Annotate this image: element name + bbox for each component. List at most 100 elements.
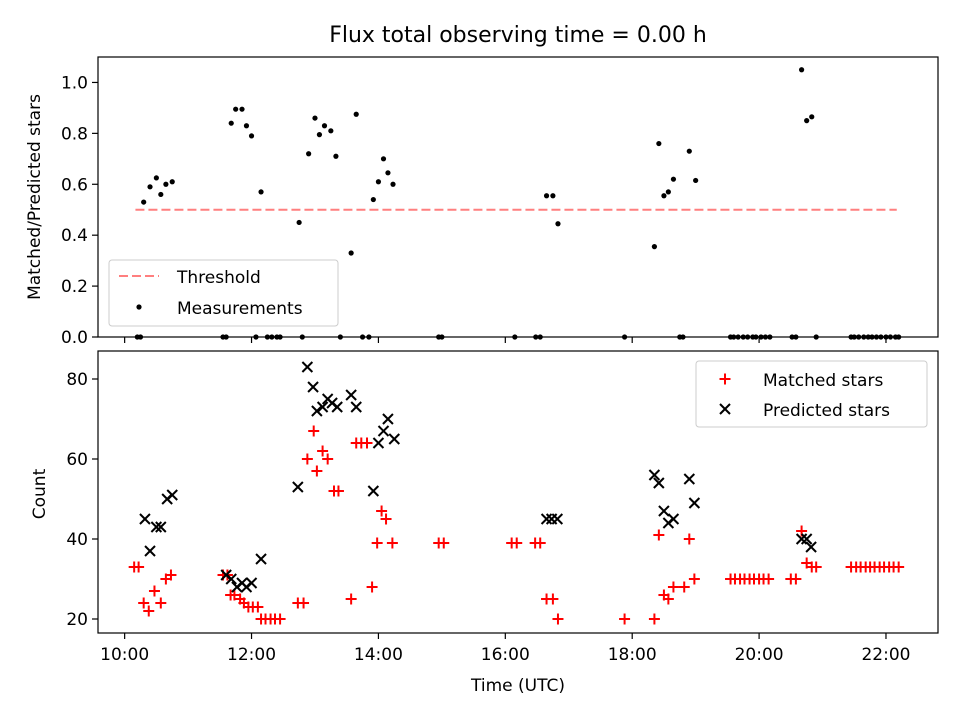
predicted-point-b [292,481,304,493]
matched-point [667,581,679,593]
matched-point [371,537,383,549]
measurement-point [670,176,677,182]
bottom-y-ticks: 20 40 60 80 [66,370,98,630]
matched-point [361,437,373,449]
top-legend-box [108,259,339,327]
predicted-point-b [367,485,380,497]
top-y-tick-label: 0.4 [61,226,88,246]
matched-point [366,581,378,593]
x-tick-label: 16:00 [481,645,530,665]
bottom-y-axis-label: Count [30,468,50,519]
predicted-point [292,481,304,493]
matched-point [322,453,334,465]
predicted-point-b [301,361,314,373]
matched-point [380,513,392,525]
matched-point [165,569,177,581]
predicted-point-b [388,433,400,445]
top-y-tick-label: 1.0 [61,73,88,93]
legend-matched-swatch [719,373,731,385]
bottom-y-tick-label: 20 [66,610,88,630]
bottom-plot-area [128,361,905,625]
predicted-point-b [667,513,680,525]
matched-point [274,613,286,625]
predicted-point-b [144,545,156,557]
matched-point [301,453,313,465]
predicted-point [805,541,817,553]
predicted-point [800,533,813,545]
measurement-point [693,177,699,184]
matched-point [138,597,150,609]
matched-point [155,597,167,609]
predicted-point-b [382,413,394,425]
predicted-point [367,485,380,497]
predicted-point [388,433,400,445]
predicted-point-b [245,577,258,589]
bottom-legend-box [695,360,928,428]
measurement-point [312,115,318,121]
predicted-point-b [372,437,385,449]
legend-matched-marker [719,373,731,385]
measurement-point [804,118,810,124]
measurement-point [385,170,391,176]
legend-measurements-label: Measurements [177,299,303,319]
x-tick-label: 18:00 [608,645,657,665]
predicted-point-b [648,469,661,481]
measurement-point [233,106,239,112]
matched-point [148,585,160,597]
measurement-point [296,219,302,226]
predicted-point-b [255,553,267,565]
measurement-point [243,123,250,129]
predicted-point-b [653,477,665,489]
measurement-point [321,123,328,129]
predicted-point-b [316,401,329,413]
predicted-point-b [658,505,670,517]
predicted-point [155,521,167,533]
x-tick-label: 22:00 [861,645,910,665]
measurement-point [798,67,805,73]
matched-point [648,613,660,625]
measurement-point [316,132,323,138]
top-y-axis-label: Matched/Predicted stars [25,94,45,300]
measurement-point [375,179,382,185]
predicted-point-b [795,533,808,545]
bottom-y-tick-label: 80 [66,370,88,390]
matched-point [332,485,344,497]
matched-point [133,561,145,573]
measurement-point [328,128,334,134]
legend-predicted-swatch [719,403,731,415]
bottom-y-tick-label: 40 [66,530,88,550]
measurement-point [147,184,153,190]
predicted-point [683,473,696,485]
predicted-point [166,489,178,501]
predicted-point [551,513,564,525]
predicted-point-b [683,473,696,485]
measurement-point [153,175,159,181]
predicted-point [307,381,319,393]
measurement-point [809,114,815,120]
matched-point [252,601,264,613]
measurement-point [158,191,164,198]
legend-predicted-marker-b [719,403,731,415]
matched-point [683,533,695,545]
chart-title: Flux total observing time = 0.00 h [329,23,707,48]
predicted-point [648,469,661,481]
predicted-point [150,521,163,533]
predicted-point [301,361,314,373]
matched-point [678,581,690,593]
x-tick-label: 20:00 [735,645,784,665]
predicted-point [245,577,258,589]
matched-point [438,537,450,549]
matched-point [534,537,546,549]
predicted-point-b [800,533,813,545]
bottom-y-tick-label: 60 [66,450,88,470]
bottom-axes-frame [97,350,939,634]
predicted-point-b [166,489,178,501]
legend-predicted-label: Predicted stars [763,401,890,421]
predicted-point-b [311,405,323,417]
legend-threshold-label: Threshold [176,268,261,288]
matched-point [763,573,775,585]
legend-predicted-marker [719,403,731,415]
measurement-point [333,153,339,159]
matched-point [308,425,320,437]
top-y-ticks: 0.0 0.2 0.4 0.6 0.8 1.0 [61,73,98,348]
